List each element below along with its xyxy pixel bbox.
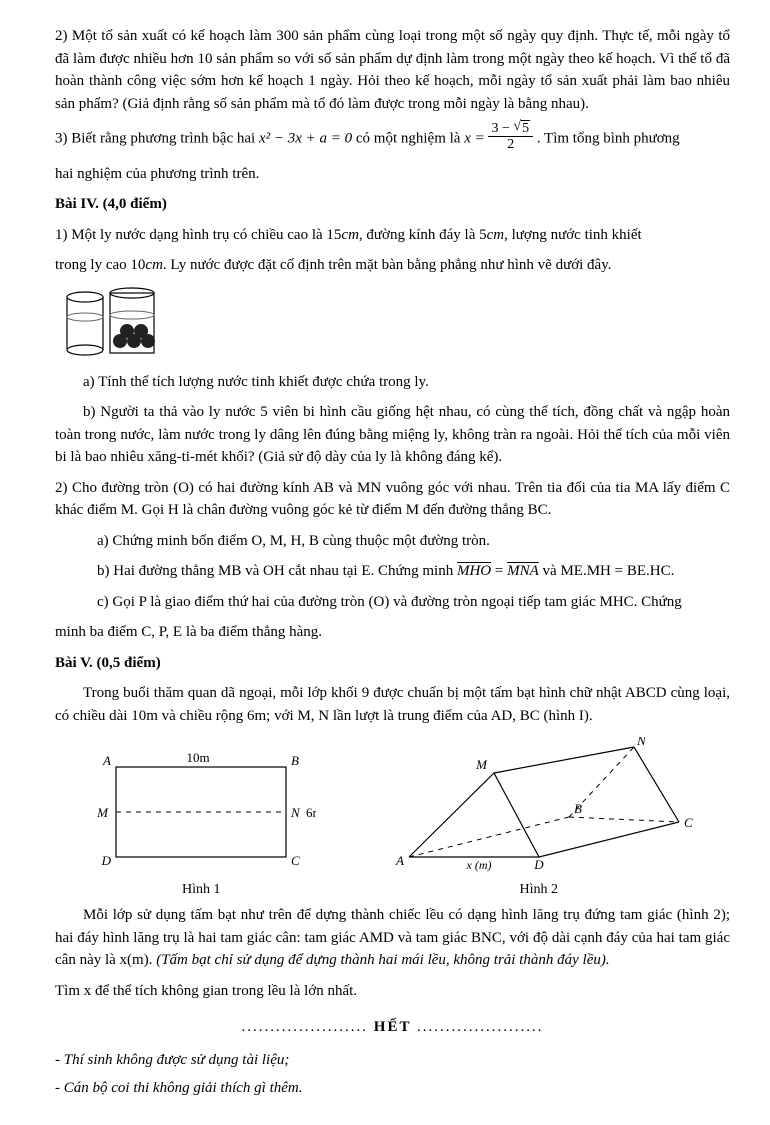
end-line: ...................... HẾT .............… (55, 1016, 730, 1039)
figure-2: A B C D M N x (m) Hình 2 (379, 737, 699, 900)
b4p1d: trong ly cao 10 (55, 257, 145, 273)
footer-note-1: - Thí sinh không được sử dụng tài liệu; (55, 1049, 730, 1072)
fig2-D: D (533, 857, 544, 872)
dots-right: ...................... (417, 1019, 544, 1035)
bai4-p2c-line1: c) Gọi P là giao điểm thứ hai của đường … (55, 591, 730, 614)
bai4-a: a) Tính thể tích lượng nước tinh khiết đ… (55, 371, 730, 394)
bai4-p2: 2) Cho đường tròn (O) có hai đường kính … (55, 477, 730, 522)
fig1-10m: 10m (187, 750, 210, 765)
q3-frac-den: 2 (488, 137, 533, 152)
fig2-x: x (m) (465, 858, 491, 872)
bai5-p1: Trong buổi thăm quan dã ngoại, mỗi lớp k… (55, 682, 730, 727)
fig1-A: A (102, 753, 111, 768)
question-3-line1: 3) Biết rằng phương trình bậc hai x² − 3… (55, 123, 730, 155)
eq-sym: = (495, 563, 507, 579)
fig2-A: A (395, 853, 404, 868)
bai4-p2a: a) Chứng minh bốn điểm O, M, H, B cùng t… (55, 530, 730, 553)
fig1-N: N (290, 805, 301, 820)
question-3-line2: hai nghiệm của phương trình trên. (55, 163, 730, 186)
bai4-p2c-line2: minh ba điểm C, P, E là ba điểm thẳng hà… (55, 621, 730, 644)
dots-left: ...................... (242, 1019, 369, 1035)
q3-post: . Tìm tổng bình phương (537, 130, 680, 146)
fig2-caption: Hình 2 (379, 879, 699, 900)
q3-mid: có một nghiệm là (356, 130, 464, 146)
fig2-M: M (475, 757, 488, 772)
bai4-b: b) Người ta thả vào ly nước 5 viên bi hì… (55, 401, 730, 469)
bai5-p2: Mỗi lớp sử dụng tấm bạt như trên để dựng… (55, 904, 730, 972)
fig1-M: M (96, 805, 109, 820)
footer-note-2: - Cán bộ coi thi không giải thích gì thê… (55, 1077, 730, 1100)
b4p2b-pre: b) Hai đường thẳng MB và OH cắt nhau tại… (97, 563, 457, 579)
bai4-p2b: b) Hai đường thẳng MB và OH cắt nhau tại… (55, 560, 730, 583)
fig2-C: C (684, 815, 693, 830)
bai4-p1-line1: 1) Một ly nước dạng hình trụ có chiều ca… (55, 224, 730, 247)
fig2-N: N (636, 737, 647, 748)
arc-mna: MNA (507, 563, 539, 579)
bai5-p2b-italic: (Tấm bạt chỉ sử dụng để dựng thành hai m… (156, 952, 609, 968)
b4cm2: cm (487, 227, 505, 243)
q3-frac-num: 3 − √5 (488, 121, 533, 137)
bai-4-heading: Bài IV. (4,0 điểm) (55, 193, 730, 216)
het-text: HẾT (374, 1019, 411, 1035)
question-2: 2) Một tổ sản xuất có kế hoạch làm 300 s… (55, 25, 730, 115)
fig1-D: D (101, 853, 112, 868)
cups-illustration (55, 285, 730, 365)
fig1-C: C (291, 853, 300, 868)
b4cm1: cm (341, 227, 359, 243)
fig1-caption: Hình 1 (86, 879, 316, 900)
b4p2b-post: và ME.MH = BE.HC. (543, 563, 675, 579)
q3-equation: x² − 3x + a = 0 (259, 130, 352, 146)
b4p1b: , đường kính đáy là 5 (359, 227, 487, 243)
figure-1: A B C D M N 10m 6m Hình 1 (86, 747, 316, 900)
q3-xeq: x = (464, 130, 488, 146)
fig1-6m: 6m (306, 805, 316, 820)
bai5-p3: Tìm x để thể tích không gian trong lều l… (55, 980, 730, 1003)
arc-mho: MHO (457, 563, 491, 579)
q3-fraction: 3 − √5 2 (488, 121, 533, 153)
b4p1e: . Ly nước được đặt cố định trên mặt bàn … (163, 257, 612, 273)
b4p1a: 1) Một ly nước dạng hình trụ có chiều ca… (55, 227, 341, 243)
q3-pre: 3) Biết rằng phương trình bậc hai (55, 130, 259, 146)
figures-row: A B C D M N 10m 6m Hình 1 A B C D M N x … (55, 737, 730, 900)
bai4-p1-line2: trong ly cao 10cm. Ly nước được đặt cố đ… (55, 254, 730, 277)
bai-5-heading: Bài V. (0,5 điểm) (55, 652, 730, 675)
fig1-B: B (291, 753, 299, 768)
b4cm3: cm (145, 257, 163, 273)
fig2-B: B (574, 801, 582, 816)
b4p1c: , lượng nước tinh khiết (504, 227, 642, 243)
